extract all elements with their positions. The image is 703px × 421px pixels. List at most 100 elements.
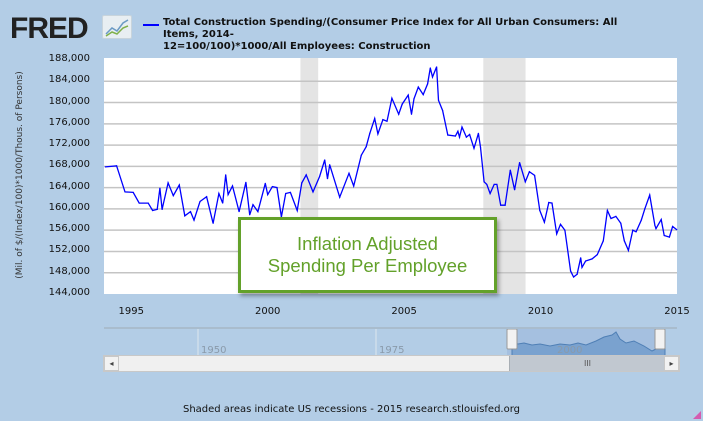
data-point (222, 202, 224, 204)
data-point (159, 187, 161, 189)
data-point (483, 181, 485, 183)
x-tick-label: 2005 (391, 306, 417, 317)
data-point (539, 209, 541, 212)
data-point (442, 109, 444, 112)
data-point (676, 229, 678, 231)
data-point (225, 174, 227, 176)
data-point (580, 257, 582, 259)
data-point (564, 229, 566, 231)
data-point (305, 174, 307, 176)
data-point (509, 169, 511, 171)
navigator-scrollbar[interactable]: ◂ III ▸ (103, 355, 680, 372)
data-point (115, 165, 118, 167)
data-point (569, 270, 572, 272)
data-point (413, 98, 415, 100)
data-point (486, 183, 488, 186)
scroll-thumb[interactable]: III (509, 356, 665, 371)
data-point (632, 229, 634, 231)
scroll-left-arrow-icon[interactable]: ◂ (104, 356, 119, 371)
y-tick-label: 180,000 (48, 95, 90, 107)
data-point (473, 147, 475, 149)
data-point (479, 146, 482, 148)
data-point (461, 126, 463, 128)
data-point (339, 196, 341, 198)
data-point (668, 236, 670, 238)
data-point (436, 66, 438, 68)
x-tick-label: 1995 (118, 306, 144, 317)
legend-series-title: Total Construction Spending/(Consumer Pr… (163, 17, 633, 53)
navigator-minichart (197, 329, 666, 357)
data-point (606, 209, 609, 212)
data-point (252, 204, 254, 206)
data-point (161, 208, 163, 211)
data-point (104, 166, 106, 168)
annotation-line-2: Spending Per Employee (267, 255, 468, 276)
data-point (410, 113, 413, 115)
data-point (591, 258, 593, 260)
data-point (437, 99, 440, 102)
scroll-right-arrow-icon[interactable]: ▸ (664, 356, 679, 371)
data-point (644, 208, 646, 210)
y-tick-label: 160,000 (48, 201, 90, 213)
data-point (289, 191, 291, 194)
chart-logo-icon (102, 15, 132, 39)
y-tick-label: 164,000 (48, 180, 90, 192)
data-point (543, 221, 545, 223)
data-point (374, 117, 376, 120)
footer-note: Shaded areas indicate US recessions - 20… (182, 404, 521, 415)
data-point (218, 192, 220, 195)
data-point (382, 118, 384, 121)
data-point (353, 185, 355, 187)
legend-series-swatch (143, 24, 159, 26)
data-point (528, 171, 530, 173)
y-tick-label: 188,000 (48, 53, 90, 64)
data-point (296, 209, 298, 212)
data-point (672, 225, 674, 228)
resize-handle-icon[interactable] (693, 411, 701, 419)
data-point (365, 146, 367, 148)
data-point (147, 202, 149, 204)
data-point (447, 134, 449, 136)
title-line-1: Total Construction Spending/(Consumer Pr… (163, 17, 618, 40)
range-navigator[interactable]: 1950 1975 2000 (104, 327, 677, 357)
title-line-2: 12=100/100)*1000/All Employees: Construc… (163, 41, 431, 52)
data-point (172, 195, 174, 197)
data-point (132, 191, 134, 194)
data-point (620, 222, 622, 224)
data-point (533, 174, 536, 177)
data-point (398, 113, 400, 115)
data-point (610, 217, 612, 220)
data-point (559, 223, 562, 225)
data-point (178, 184, 180, 186)
data-point (249, 214, 251, 216)
data-point (602, 240, 604, 242)
data-point (156, 208, 158, 211)
fred-logo[interactable]: FRED (10, 12, 89, 45)
data-point (227, 193, 229, 196)
data-point (556, 233, 558, 235)
data-point (649, 194, 651, 196)
data-point (457, 130, 459, 132)
data-point (493, 183, 495, 186)
data-point (489, 192, 491, 195)
data-point (551, 202, 553, 204)
data-point (151, 209, 154, 212)
y-tick-label: 168,000 (48, 159, 90, 171)
data-point (615, 215, 617, 217)
data-point (572, 276, 575, 278)
data-point (635, 231, 637, 233)
annotation-box: Inflation Adjusted Spending Per Employee (238, 217, 497, 293)
data-point (623, 240, 625, 242)
data-point (184, 215, 186, 217)
data-point (654, 224, 656, 226)
data-point (245, 181, 247, 183)
data-point (401, 103, 403, 105)
data-point (189, 210, 192, 213)
data-point (477, 132, 479, 134)
data-point (124, 191, 126, 193)
navigator-right-handle (654, 329, 666, 350)
y-tick-label: 172,000 (48, 138, 90, 150)
data-point (264, 182, 266, 184)
data-point (514, 189, 516, 191)
navigator-label: 2000 (557, 345, 583, 356)
